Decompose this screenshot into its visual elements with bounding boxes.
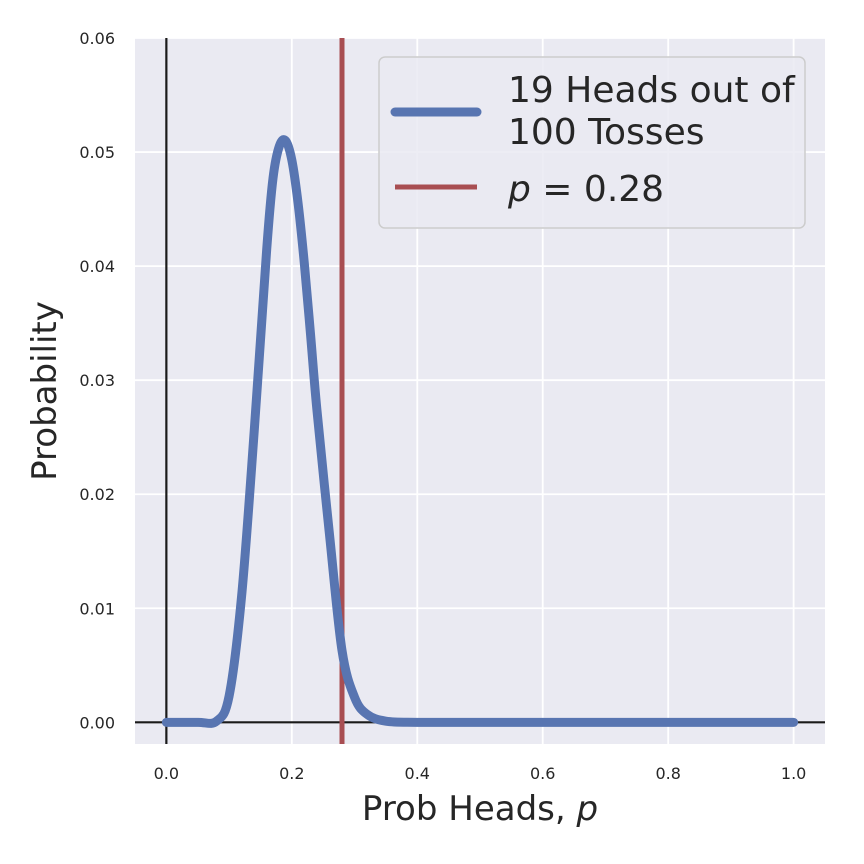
legend: 19 Heads out of 100 Tosses p = 0.28 (378, 56, 806, 229)
legend-box (378, 56, 806, 229)
x-tick-label: 0.8 (655, 764, 680, 783)
y-tick-label: 0.00 (79, 713, 115, 732)
x-tick-label: 1.0 (781, 764, 806, 783)
x-axis-label: Prob Heads, p (362, 789, 598, 829)
y-axis-label: Probability (25, 301, 65, 481)
legend-label-binomial: 19 Heads out of (508, 70, 796, 111)
y-tick-labels: 0.00 0.01 0.02 0.03 0.04 0.05 0.06 (79, 29, 115, 732)
x-tick-label: 0.4 (405, 764, 430, 783)
y-tick-label: 0.04 (79, 257, 115, 276)
y-tick-label: 0.03 (79, 371, 115, 390)
x-axis-label-text: Prob Heads, (362, 789, 577, 829)
legend-p-symbol: p (507, 169, 531, 210)
legend-label-binomial-line2: 100 Tosses (508, 112, 704, 153)
y-tick-label: 0.02 (79, 485, 115, 504)
y-tick-label: 0.05 (79, 143, 115, 162)
x-axis-label-symbol: p (575, 789, 598, 829)
x-tick-label: 0.0 (154, 764, 179, 783)
legend-label-p: p = 0.28 (507, 169, 664, 210)
binomial-likelihood-curve (161, 135, 799, 728)
x-tick-label: 0.6 (530, 764, 555, 783)
x-tick-labels: 0.0 0.2 0.4 0.6 0.8 1.0 (154, 764, 807, 783)
series-layer (161, 38, 799, 744)
legend-p-value: = 0.28 (531, 169, 664, 210)
y-tick-label: 0.01 (79, 599, 115, 618)
y-tick-label: 0.06 (79, 29, 115, 48)
x-tick-label: 0.2 (279, 764, 304, 783)
